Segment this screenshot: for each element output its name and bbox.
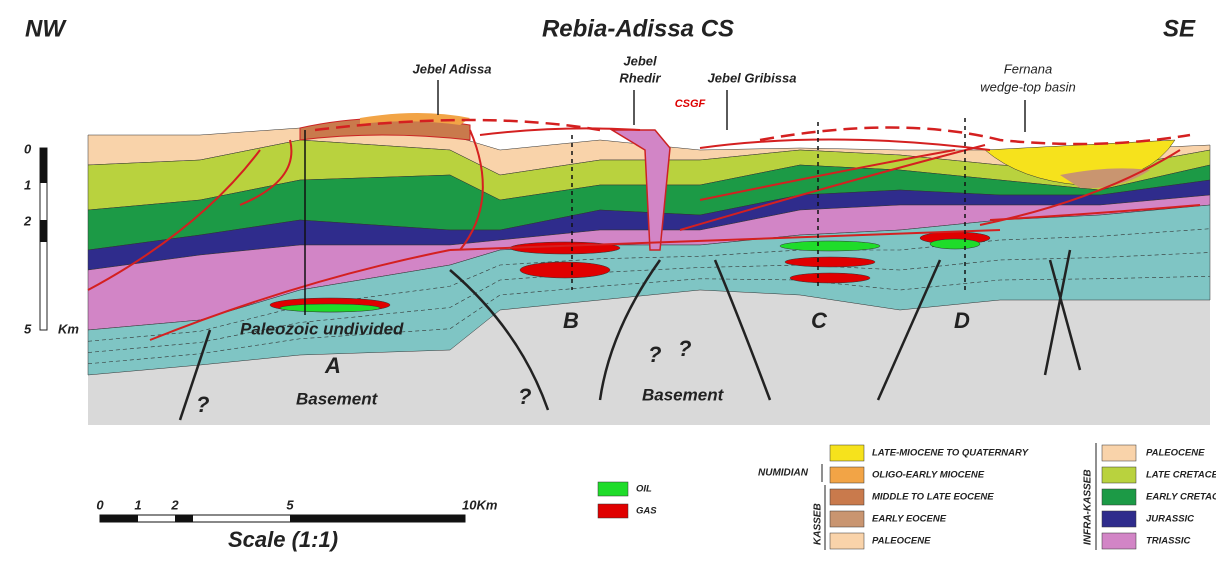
oil-lens (780, 241, 880, 251)
question-mark: ? (648, 342, 661, 367)
depth-label: 5 (24, 321, 32, 336)
question-mark: ? (196, 392, 209, 417)
legend-swatch (830, 511, 864, 527)
structure-label: D (954, 308, 970, 333)
legend-swatch (598, 482, 628, 496)
legend-label: OIL (636, 484, 652, 495)
question-mark: ? (678, 336, 691, 361)
scale-label: 1 (134, 497, 141, 512)
annotation: Fernana (1004, 61, 1052, 76)
annotation: Jebel (623, 53, 657, 68)
legend-label: LATE-MIOCENE TO QUATERNARY (872, 448, 1030, 459)
legend-swatch (598, 504, 628, 518)
scale-label: 2 (170, 497, 179, 512)
legend-swatch (830, 445, 864, 461)
legend-swatch (1102, 489, 1136, 505)
legend-label: JURASSIC (1146, 514, 1194, 525)
annotation: Rhedir (619, 70, 661, 85)
oil-lens (280, 304, 380, 312)
section-body (88, 113, 1210, 425)
scale-bar (100, 515, 138, 522)
legend-label: OLIGO-EARLY MIOCENE (872, 470, 985, 481)
legend-label: EARLY CRETACEOUS (1146, 492, 1216, 503)
annotation: Jebel Gribissa (708, 70, 797, 85)
depth-bar (40, 220, 47, 242)
legend-swatch (1102, 467, 1136, 483)
legend-label: PALEOCENE (872, 536, 931, 547)
cross-section: NW Rebia-Adissa CS SE Jebel Adissa Jebel… (0, 0, 1216, 557)
structure-label: A (324, 353, 341, 378)
gas-lens (790, 273, 870, 283)
scale-caption: Scale (1:1) (228, 527, 338, 552)
legend-label: MIDDLE TO LATE EOCENE (872, 492, 994, 503)
unit-label: Basement (296, 389, 379, 408)
structure-label: C (811, 308, 828, 333)
question-mark: ? (518, 384, 531, 409)
depth-unit: Km (58, 321, 79, 336)
legend-label: EARLY EOCENE (872, 514, 947, 525)
scale-bar (175, 515, 193, 522)
depth-label: 0 (24, 141, 32, 156)
annotation: Jebel Adissa (412, 61, 491, 76)
legend-swatch (1102, 533, 1136, 549)
nw-label: NW (25, 15, 67, 42)
annotation: CSGF (675, 98, 706, 110)
structure-label: B (563, 308, 579, 333)
legend-label: GAS (636, 506, 657, 517)
scale-label: 0 (96, 497, 104, 512)
group-label: NUMIDIAN (758, 468, 809, 479)
group-label: INFRA-KASSEB (1083, 469, 1094, 545)
depth-bar (40, 148, 47, 183)
thrust-fault (700, 139, 990, 150)
unit-label: Paleozoic undivided (240, 319, 404, 338)
depth-label: 1 (24, 177, 31, 192)
scale-label: 10Km (462, 497, 498, 512)
legend-swatch (830, 489, 864, 505)
legend-label: TRIASSIC (1146, 536, 1190, 547)
scale-label: 5 (286, 497, 294, 512)
legend-swatch (1102, 445, 1136, 461)
unit-label: Basement (642, 385, 725, 404)
depth-label: 2 (23, 213, 32, 228)
legend-swatch (830, 467, 864, 483)
legend-label: LATE CRETACEOUS (1146, 470, 1216, 481)
scale-bar (290, 515, 465, 522)
group-label: KASSEB (813, 503, 824, 545)
gas-lens (785, 257, 875, 267)
legend-label: PALEOCENE (1146, 448, 1205, 459)
oil-lens (930, 239, 980, 249)
gas-lens (520, 262, 610, 278)
title: Rebia-Adissa CS (542, 15, 734, 42)
legend-swatch (830, 533, 864, 549)
legend-swatch (1102, 511, 1136, 527)
se-label: SE (1163, 15, 1196, 42)
annotation: wedge-top basin (980, 79, 1075, 94)
